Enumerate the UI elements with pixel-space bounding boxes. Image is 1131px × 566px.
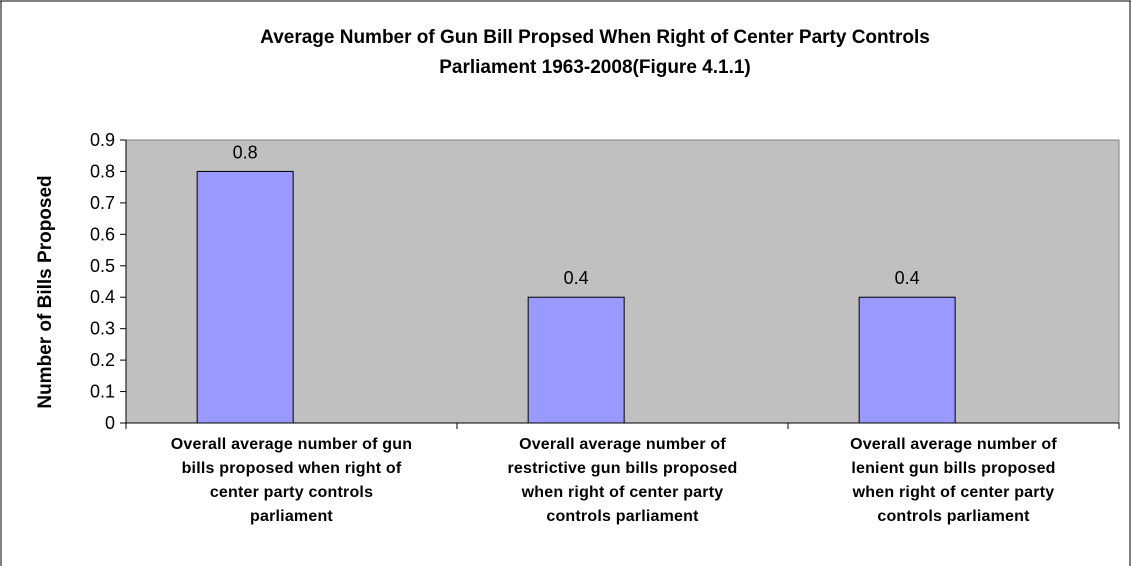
bar	[196, 170, 294, 424]
category-label: center party controls	[210, 484, 373, 501]
y-tick-label: 0.1	[90, 382, 115, 402]
category-label: Overall average number of gun	[171, 436, 412, 453]
category-label: bills proposed when right of	[182, 460, 402, 477]
bar	[527, 296, 625, 424]
y-tick-label: 0.9	[90, 130, 115, 150]
bars	[196, 170, 956, 424]
category-label: Overall average number of	[850, 436, 1057, 453]
y-tick-label: 0.4	[90, 287, 115, 307]
y-tick-label: 0.3	[90, 319, 115, 339]
y-axis-label: Number of Bills Proposed	[35, 175, 56, 408]
chart-title-line-2: Parliament 1963-2008(Figure 4.1.1)	[439, 57, 751, 78]
category-label: when right of center party	[852, 484, 1055, 501]
y-tick-label: 0.2	[90, 350, 115, 370]
y-tick-label: 0	[105, 413, 115, 433]
chart-title-line-1: Average Number of Gun Bill Propsed When …	[260, 27, 930, 48]
category-label: controls parliament	[877, 508, 1030, 525]
category-label: Overall average number of	[519, 436, 726, 453]
y-tick-label: 0.8	[90, 161, 115, 181]
data-labels: 0.8 0.4 0.4	[233, 142, 920, 288]
y-tick-label: 0.5	[90, 256, 115, 276]
data-label: 0.4	[895, 268, 920, 288]
category-label: controls parliament	[546, 508, 699, 525]
category-label: parliament	[250, 508, 333, 525]
category-label: restrictive gun bills proposed	[507, 460, 737, 477]
bar	[858, 296, 956, 424]
data-label: 0.4	[564, 268, 589, 288]
data-label: 0.8	[233, 142, 258, 162]
category-label: lenient gun bills proposed	[851, 460, 1055, 477]
y-axis-ticks: 0 0.1 0.2 0.3 0.4 0.5 0.6 0.7 0.8 0.9	[90, 130, 126, 433]
category-labels: Overall average number of gun bills propo…	[125, 423, 1120, 525]
y-tick-label: 0.7	[90, 193, 115, 213]
y-tick-label: 0.6	[90, 224, 115, 244]
category-label: when right of center party	[521, 484, 724, 501]
